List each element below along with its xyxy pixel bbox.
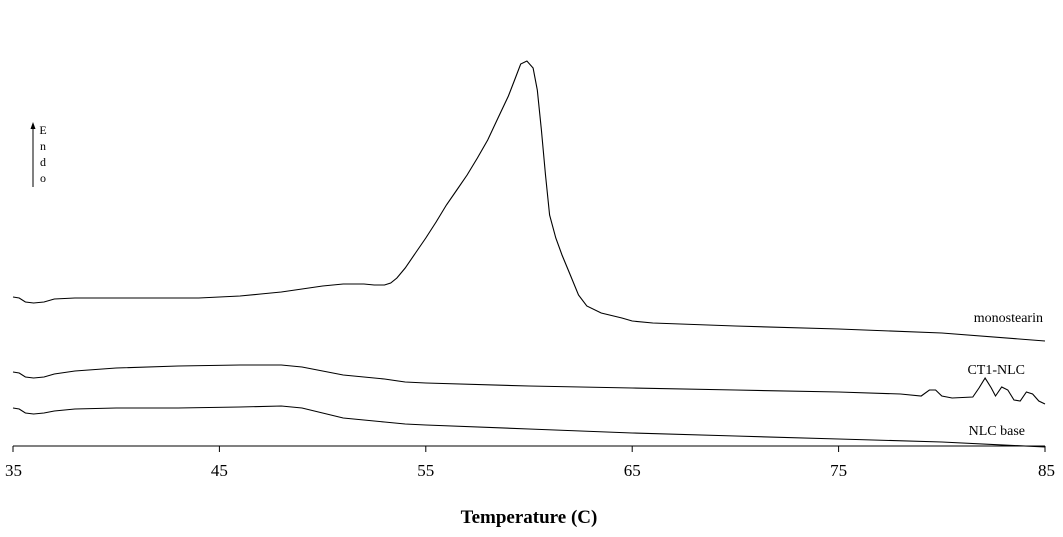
endo-letter: E bbox=[39, 123, 46, 137]
x-ticks-layer: 35 45 55 65 75 85 bbox=[5, 446, 1055, 480]
endo-letter: n bbox=[40, 139, 46, 153]
x-tick-label: 55 bbox=[417, 461, 434, 480]
series-line-ct1-nlc bbox=[12, 364, 1046, 405]
series-label: monostearin bbox=[974, 311, 1043, 326]
x-tick-label: 75 bbox=[830, 461, 847, 480]
series-label: NLC base bbox=[969, 424, 1025, 439]
endo-arrow-head-icon bbox=[30, 122, 36, 129]
x-axis-label: Temperature (C) bbox=[461, 507, 598, 528]
endo-letter: d bbox=[40, 155, 46, 169]
x-tick-label: 35 bbox=[5, 461, 22, 480]
x-tick-label: 45 bbox=[211, 461, 228, 480]
series-label: CT1-NLC bbox=[967, 363, 1025, 378]
series-line-nlc-base bbox=[12, 405, 1046, 448]
series-line-monostearin bbox=[12, 60, 1046, 342]
series-layer bbox=[12, 60, 1046, 448]
x-tick-label: 85 bbox=[1038, 461, 1055, 480]
x-tick-label: 65 bbox=[624, 461, 641, 480]
series-labels-layer: monostearin CT1-NLC NLC base bbox=[967, 311, 1043, 439]
endo-letter: o bbox=[40, 171, 46, 185]
